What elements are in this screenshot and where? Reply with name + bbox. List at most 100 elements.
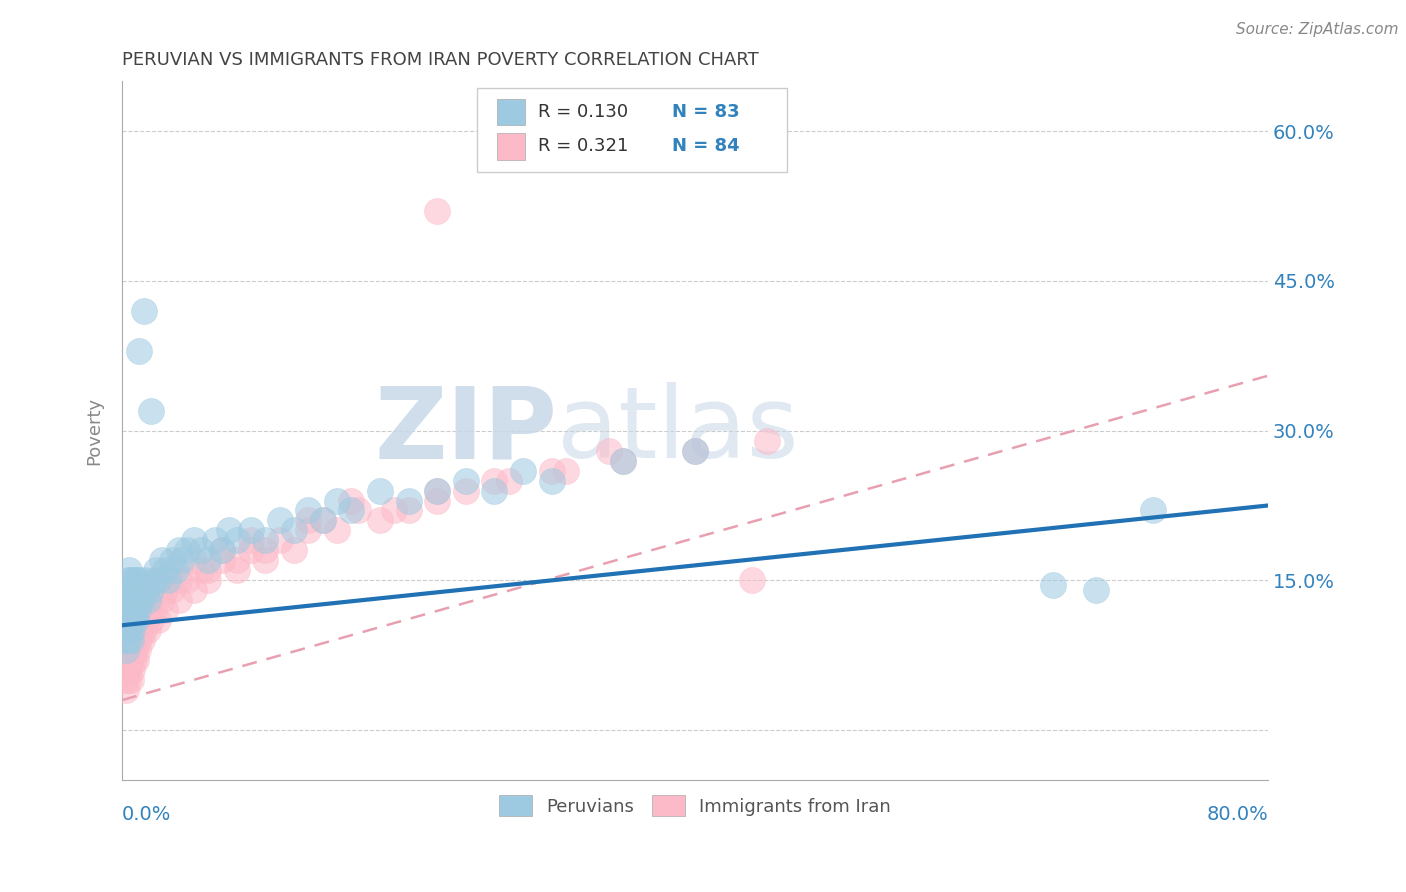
Point [131,593,153,607]
Point [169,543,191,558]
Point [127,603,149,617]
Point [612,453,634,467]
Point [117,633,139,648]
Point [426,483,449,498]
Point [118,603,141,617]
Point [125,613,148,627]
Point [190,543,212,558]
Point [118,643,141,657]
Point [426,483,449,498]
Point [112,624,135,638]
Point [512,464,534,478]
Point [115,583,138,598]
Point [382,503,405,517]
Point [120,653,142,667]
Point [239,533,262,548]
Point [115,643,138,657]
Point [136,593,159,607]
Point [139,583,162,598]
Point [114,653,136,667]
Point [1042,578,1064,592]
Point [132,304,155,318]
Point [118,663,141,677]
Point [121,663,143,677]
Point [183,553,205,567]
Text: ZIP: ZIP [374,382,557,479]
Point [204,533,226,548]
Point [176,543,198,558]
Point [398,503,420,517]
Point [398,493,420,508]
Point [124,624,146,638]
Point [254,543,277,558]
Text: atlas: atlas [557,382,799,479]
Point [239,543,262,558]
Point [131,633,153,648]
Point [340,503,363,517]
Point [125,574,148,588]
Point [118,624,141,638]
Text: N = 83: N = 83 [672,103,740,121]
Point [454,474,477,488]
Point [297,524,319,538]
Point [311,513,333,527]
Point [132,583,155,598]
Point [124,643,146,657]
Point [598,443,620,458]
Point [112,643,135,657]
Point [132,624,155,638]
Point [128,343,150,358]
Point [139,593,162,607]
Point [254,533,277,548]
Point [121,624,143,638]
Point [139,403,162,417]
Text: R = 0.321: R = 0.321 [538,137,628,155]
Point [239,524,262,538]
Point [145,563,167,577]
Point [132,583,155,598]
Text: 0.0%: 0.0% [122,805,172,824]
Point [169,593,191,607]
Point [426,493,449,508]
Point [283,543,305,558]
Point [118,583,141,598]
Text: N = 84: N = 84 [672,137,740,155]
Point [121,603,143,617]
Point [117,593,139,607]
Point [124,603,146,617]
Point [426,204,449,219]
Point [115,603,138,617]
Point [120,633,142,648]
Point [269,533,291,548]
Point [498,474,520,488]
Point [142,603,165,617]
Point [122,613,145,627]
Point [114,613,136,627]
Point [741,574,763,588]
Point [150,553,173,567]
Point [197,563,219,577]
Point [129,624,152,638]
Point [122,633,145,648]
Point [225,563,247,577]
Point [120,593,142,607]
Point [122,653,145,667]
Point [297,513,319,527]
Point [121,583,143,598]
Point [340,493,363,508]
Point [540,464,562,478]
Point [135,583,157,598]
Point [117,653,139,667]
Legend: Peruvians, Immigrants from Iran: Peruvians, Immigrants from Iran [492,788,898,823]
Point [114,633,136,648]
Point [148,574,170,588]
Point [117,574,139,588]
Point [127,643,149,657]
Point [183,583,205,598]
Point [153,583,176,598]
Point [484,474,506,488]
Point [125,593,148,607]
Point [150,593,173,607]
Point [153,563,176,577]
Point [160,583,183,598]
